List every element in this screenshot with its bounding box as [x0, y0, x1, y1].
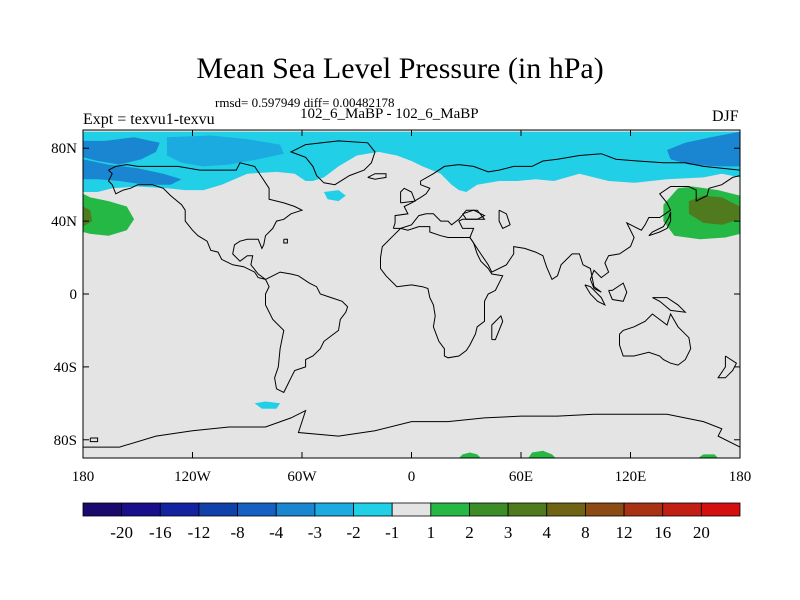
colorbar-label: 1: [427, 523, 436, 542]
colorbar-box: [159, 502, 200, 517]
colorbar-label: -4: [269, 523, 284, 542]
colorbar-box: [198, 502, 238, 517]
colorbar-box: [314, 502, 354, 517]
x-tick-label: 0: [408, 469, 416, 485]
coastline-new-guinea: [652, 297, 687, 313]
region-antarctic-green-1: [458, 452, 481, 458]
colorbar-label: -12: [188, 523, 211, 542]
chart-title: Mean Sea Level Pressure (in hPa): [196, 52, 604, 85]
coastline-australia: [619, 312, 692, 366]
coastlines: [83, 140, 740, 448]
colorbar-box: [391, 502, 432, 517]
colorbar-label: 3: [504, 523, 513, 542]
region-atlantic-cyan-patch: [323, 190, 346, 202]
x-tick-label: 180: [72, 469, 95, 485]
y-tick-label: 40N: [51, 214, 77, 230]
axes: 180 120W 60W 0 60E 120E 180 80N 40N 0 40S 80S: [51, 130, 751, 485]
colorbar-box: [662, 502, 702, 517]
coastline-britain: [400, 187, 416, 204]
coastline-borneo: [608, 282, 628, 302]
x-tick-label: 60W: [287, 469, 317, 485]
y-tick-label: 0: [70, 287, 78, 303]
region-pacific-north-blue: [83, 159, 182, 185]
colorbar-box: [275, 502, 316, 517]
region-pacific-west-green: [83, 193, 135, 236]
y-tick-label: 80S: [54, 433, 77, 449]
coastline-iceland: [367, 173, 387, 180]
region-antarctic-green-3: [698, 454, 719, 458]
experiment-label: 102_6_MaBP - 102_6_MaBP: [300, 106, 479, 122]
left-corner-label: Expt = texvu1-texvu: [83, 111, 215, 128]
region-antarctic-green-2: [528, 450, 556, 458]
coastline-mediterranean-island: [283, 238, 288, 244]
region-pacific-east-blue: [667, 131, 740, 167]
coastline-japan: [648, 211, 672, 237]
colorbar-box: [546, 502, 586, 517]
x-tick-label: 120W: [174, 469, 212, 485]
x-tick-label: 180: [729, 469, 752, 485]
pressure-field: [83, 131, 740, 458]
colorbar-box: [507, 502, 548, 517]
coastline-south-america: [265, 271, 349, 394]
colorbar-box: [353, 502, 393, 517]
colorbar-box: [585, 502, 625, 517]
y-tick-label: 80N: [51, 141, 77, 157]
coastline-new-zealand: [717, 355, 738, 379]
colorbar-box: [121, 502, 161, 517]
colorbar: -20 -16 -12 -8 -4 -3 -2 -1 1 2 3 4 8 12 16 20: [82, 502, 741, 542]
colorbar-label: -16: [149, 523, 172, 542]
region-southern-cyan-patch: [254, 401, 281, 409]
coastline-africa: [380, 226, 504, 359]
colorbar-label: 4: [543, 523, 552, 542]
colorbar-label: -3: [308, 523, 322, 542]
right-corner-label: DJF: [712, 108, 739, 125]
colorbar-label: 16: [654, 523, 671, 542]
coastline-black-sea: [462, 209, 486, 220]
colorbar-label: -1: [385, 523, 399, 542]
region-canada-blue: [166, 135, 284, 167]
colorbar-label: 12: [616, 523, 633, 542]
region-pacific-west-blue: [83, 137, 160, 165]
coastline-eurasia: [392, 153, 740, 293]
coastline-north-america: [107, 162, 304, 280]
x-tick-label: 60E: [509, 469, 533, 485]
colorbar-box: [469, 502, 509, 517]
coastline-antarctica: [83, 409, 740, 448]
coastline-madagascar: [491, 314, 504, 341]
colorbar-box: [623, 502, 664, 517]
region-pacific-east-darkgreen: [688, 195, 740, 225]
x-tick-label: 120E: [615, 469, 647, 485]
colorbar-label: 8: [581, 523, 590, 542]
coastline-sumatra: [584, 284, 606, 306]
coastline-caspian-sea: [498, 209, 511, 230]
colorbar-box: [700, 502, 741, 517]
colorbar-box: [430, 502, 470, 517]
colorbar-box: [82, 502, 123, 517]
colorbar-box: [237, 502, 277, 517]
colorbar-label: -20: [110, 523, 133, 542]
coastline-south-georgia: [89, 437, 99, 443]
y-tick-label: 40S: [54, 360, 77, 376]
stats-label: rmsd= 0.597949 diff= 0.00482178: [215, 95, 395, 110]
colorbar-label: 2: [465, 523, 474, 542]
coastline-greenland: [289, 140, 376, 186]
colorbar-label: -8: [231, 523, 245, 542]
colorbar-label: -2: [346, 523, 360, 542]
colorbar-label: 20: [693, 523, 710, 542]
